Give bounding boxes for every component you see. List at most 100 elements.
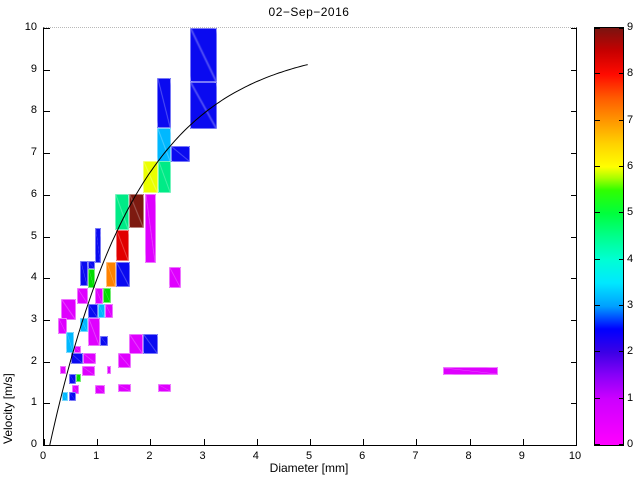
heatmap-cell [88, 304, 98, 319]
heatmap-cell [80, 261, 89, 287]
heatmap-cell [117, 352, 132, 368]
colorbar-tick-mark [595, 166, 600, 167]
colorbar-tick-mark [619, 305, 623, 306]
x-tick-label: 2 [146, 450, 153, 462]
x-tick-label: 3 [199, 450, 206, 462]
heatmap-cell [144, 194, 157, 263]
heatmap-cell [95, 288, 104, 304]
colorbar-tick-mark [619, 28, 623, 29]
x-tick-mark [576, 439, 577, 445]
heatmap-cell [103, 288, 112, 303]
y-tick-mark-right [571, 153, 576, 155]
y-tick-mark [44, 319, 50, 321]
x-tick-label: 6 [359, 450, 366, 462]
heatmap-cell [81, 365, 96, 376]
colorbar-tick-label: 9 [627, 21, 634, 33]
colorbar-tick-mark [619, 119, 623, 121]
heatmap-cell [190, 28, 217, 83]
heatmap-cell [94, 227, 102, 263]
heatmap-cell [66, 332, 74, 353]
colorbar-tick-mark [619, 73, 623, 75]
x-tick-label: 10 [568, 450, 582, 462]
y-tick-mark-right [571, 403, 576, 405]
y-tick-mark-right [571, 236, 576, 238]
y-tick-label: 9 [30, 62, 37, 75]
colorbar-tick-mark [595, 444, 600, 445]
colorbar-tick-mark [619, 351, 623, 353]
plot-area [44, 28, 576, 445]
colorbar-tick-mark [619, 212, 623, 214]
colorbar-tick-mark [595, 305, 600, 306]
heatmap-cell [77, 288, 89, 304]
colorbar-tick-label: 4 [627, 252, 634, 265]
colorbar-tick-label: 0 [627, 438, 634, 450]
x-tick-label: 4 [252, 450, 259, 462]
y-tick-label: 5 [30, 229, 37, 242]
colorbar-tick-mark [595, 258, 600, 260]
heatmap-cell [115, 261, 131, 287]
x-tick-label: 5 [305, 450, 313, 462]
y-tick-mark [44, 194, 50, 196]
heatmap-cell [114, 194, 130, 231]
y-tick-label: 6 [30, 187, 37, 200]
heatmap-cell [99, 336, 108, 347]
heatmap-cell [442, 367, 498, 375]
colorbar-tick-label: 5 [627, 206, 634, 219]
y-tick-label: 1 [30, 396, 37, 409]
colorbar-tick-mark [595, 28, 600, 29]
x-tick-label: 8 [465, 450, 472, 462]
heatmap-cell [60, 366, 66, 375]
plot-box [43, 27, 577, 446]
y-tick-mark-right [571, 28, 576, 29]
colorbar-tick-mark [619, 166, 623, 167]
colorbar-tick-mark [595, 397, 600, 399]
heatmap-cell [115, 230, 130, 262]
x-tick-mark [150, 439, 152, 445]
colorbar-tick-label: 2 [627, 345, 634, 358]
x-tick-mark [203, 439, 205, 445]
heatmap-cell [95, 384, 106, 394]
x-tick-mark [416, 439, 418, 445]
heatmap-cell [57, 318, 67, 334]
colorbar [594, 27, 624, 446]
y-tick-mark-right [571, 194, 576, 196]
heatmap-cell [97, 304, 106, 319]
x-axis-label: Diameter [mm] [269, 461, 349, 475]
y-tick-mark-right [571, 361, 576, 363]
heatmap-cell [117, 384, 132, 392]
x-tick-mark [469, 439, 471, 445]
y-tick-mark [44, 403, 50, 405]
x-tick-mark [363, 439, 365, 445]
y-tick-mark-right [571, 111, 576, 113]
heatmap-cell [82, 352, 97, 365]
x-tick-mark [310, 439, 311, 445]
y-tick-mark [44, 361, 50, 363]
y-tick-label: 7 [30, 146, 37, 159]
heatmap-cell [106, 366, 112, 374]
y-tick-label: 8 [30, 104, 37, 117]
y-tick-label: 3 [30, 312, 37, 325]
heatmap-cell [157, 384, 172, 392]
y-tick-label: 0 [30, 438, 37, 450]
y-axis-label: Velocity [m/s] [1, 373, 15, 444]
y-tick-mark [44, 445, 50, 446]
colorbar-tick-mark [595, 351, 600, 353]
y-tick-label: 10 [24, 21, 37, 33]
heatmap-cell [156, 77, 172, 128]
colorbar-tick-mark [619, 444, 623, 445]
colorbar-tick-label: 7 [627, 113, 634, 126]
colorbar-tick-mark [595, 212, 600, 214]
heatmap-cell [68, 392, 76, 402]
heatmap-cell [143, 334, 158, 355]
heatmap-cell [129, 334, 143, 355]
colorbar-tick-mark [619, 258, 623, 260]
y-tick-mark [44, 111, 50, 113]
y-tick-mark-right [571, 445, 576, 446]
heatmap-cell [157, 161, 172, 194]
x-tick-label: 0 [39, 450, 47, 462]
y-tick-mark-right [571, 69, 576, 71]
colorbar-tick-label: 6 [627, 160, 634, 172]
x-tick-mark [97, 439, 99, 445]
colorbar-tick-label: 8 [627, 67, 634, 80]
x-tick-mark [256, 439, 258, 445]
